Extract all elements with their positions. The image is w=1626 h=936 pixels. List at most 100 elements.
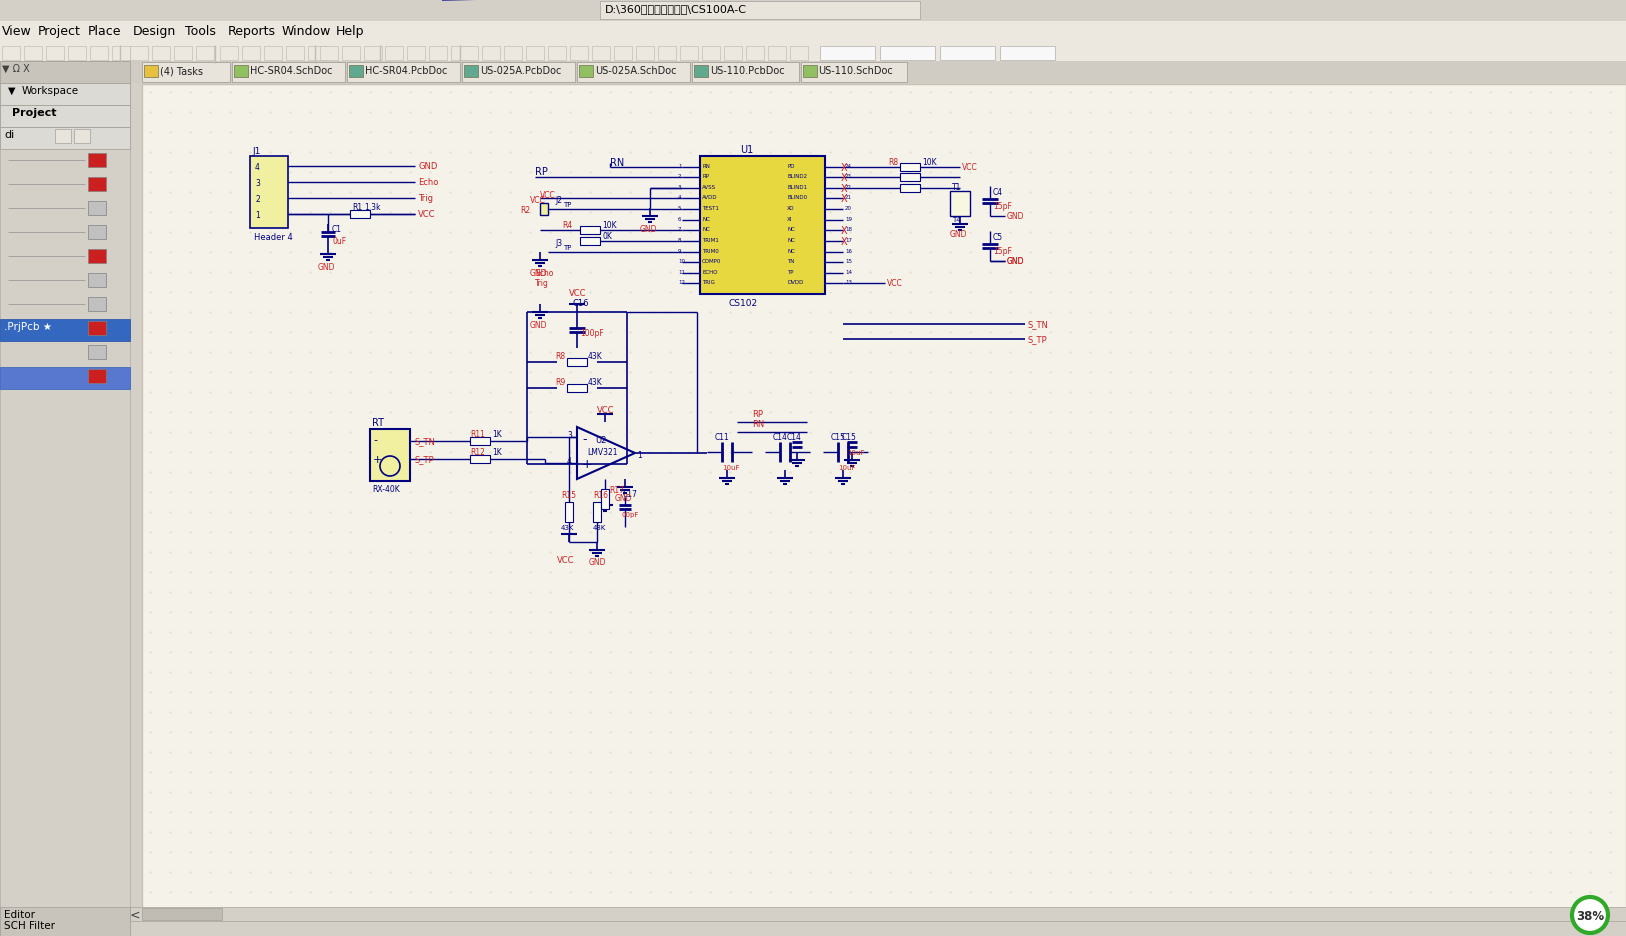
Text: X: X: [841, 163, 847, 172]
Text: TEST1: TEST1: [702, 206, 719, 211]
Bar: [600, 2, 920, 20]
Text: +: +: [372, 455, 382, 464]
Text: View: View: [2, 25, 33, 38]
Text: GND: GND: [589, 558, 606, 566]
Bar: [460, 47, 478, 61]
Bar: [0, 368, 130, 389]
Text: C5: C5: [993, 233, 1003, 241]
Bar: [767, 47, 785, 61]
Bar: [702, 47, 720, 61]
Text: X: X: [841, 227, 847, 236]
Text: GND: GND: [530, 321, 548, 329]
Text: Trig: Trig: [535, 279, 550, 288]
Text: HC-SR04.PcbDoc: HC-SR04.PcbDoc: [364, 66, 447, 76]
Bar: [263, 47, 281, 61]
Bar: [470, 437, 489, 446]
Text: .PrjPcb ★: .PrjPcb ★: [3, 322, 52, 331]
Text: R16: R16: [593, 490, 608, 500]
Bar: [88, 345, 106, 359]
Text: CS102: CS102: [728, 299, 758, 308]
Text: R1: R1: [351, 203, 363, 212]
Bar: [88, 154, 106, 168]
Text: Workspace: Workspace: [23, 86, 80, 95]
Text: VCC: VCC: [888, 279, 902, 288]
Bar: [901, 164, 920, 171]
Text: Reports: Reports: [228, 25, 276, 38]
Bar: [364, 47, 382, 61]
Bar: [75, 130, 89, 144]
Text: XO: XO: [787, 206, 795, 211]
Bar: [701, 157, 824, 295]
Bar: [636, 47, 654, 61]
Text: C16: C16: [572, 299, 589, 308]
Text: T4: T4: [951, 217, 961, 223]
Bar: [746, 47, 764, 61]
Text: US-110.SchDoc: US-110.SchDoc: [818, 66, 893, 76]
Text: BLIND2: BLIND2: [787, 174, 806, 179]
Text: R8: R8: [888, 157, 898, 167]
Text: R4: R4: [563, 221, 572, 230]
Text: TP: TP: [563, 202, 571, 208]
Bar: [593, 503, 602, 522]
Text: 8: 8: [678, 238, 681, 242]
Bar: [790, 47, 808, 61]
Text: RT: RT: [372, 417, 384, 428]
Text: VCC: VCC: [540, 191, 556, 200]
Text: 19: 19: [846, 216, 852, 222]
Text: 13: 13: [846, 280, 852, 285]
Bar: [242, 47, 260, 61]
Text: C14: C14: [772, 432, 789, 442]
Text: R12: R12: [470, 447, 485, 457]
Bar: [0, 22, 1626, 44]
Text: >: >: [1600, 908, 1610, 921]
Text: NC: NC: [787, 248, 795, 254]
Bar: [88, 322, 106, 336]
Text: 4: 4: [678, 196, 681, 200]
Text: 0uF: 0uF: [332, 237, 346, 246]
Text: DVDD: DVDD: [787, 280, 803, 285]
Bar: [130, 47, 148, 61]
Bar: [0, 320, 130, 342]
Bar: [481, 47, 501, 61]
Text: 10K: 10K: [922, 157, 937, 167]
Bar: [694, 66, 707, 78]
Bar: [1000, 47, 1055, 61]
Text: 23: 23: [846, 174, 852, 179]
Text: GND: GND: [1006, 212, 1024, 221]
Text: R11: R11: [470, 430, 485, 439]
Text: Echo: Echo: [418, 178, 439, 187]
Bar: [2, 47, 20, 61]
Bar: [592, 47, 610, 61]
Text: 1: 1: [255, 211, 260, 220]
Bar: [174, 47, 192, 61]
Text: J3: J3: [554, 239, 563, 247]
Text: Help: Help: [337, 25, 364, 38]
Bar: [385, 47, 403, 61]
Bar: [930, 2, 1580, 20]
Text: GND: GND: [641, 225, 657, 234]
Bar: [580, 238, 600, 245]
Bar: [0, 44, 1626, 66]
Text: AVSS: AVSS: [702, 184, 715, 190]
Text: 9: 9: [678, 248, 681, 254]
Bar: [470, 456, 489, 463]
Text: C11: C11: [715, 432, 730, 442]
Bar: [0, 907, 130, 936]
Text: 10uF: 10uF: [847, 449, 865, 456]
Bar: [602, 490, 610, 509]
Text: 22: 22: [846, 184, 852, 190]
Text: GND: GND: [615, 493, 633, 503]
Text: 24: 24: [846, 164, 852, 168]
Text: 21: 21: [846, 196, 852, 200]
Bar: [141, 63, 229, 83]
Text: RP: RP: [751, 410, 763, 418]
Bar: [197, 47, 215, 61]
Text: 43K: 43K: [589, 352, 603, 360]
Text: SCH Filter: SCH Filter: [3, 920, 55, 930]
Text: 17: 17: [846, 238, 852, 242]
Text: Editor: Editor: [3, 909, 36, 919]
Text: NC: NC: [702, 227, 711, 232]
Text: S_TN: S_TN: [415, 436, 434, 446]
Bar: [88, 202, 106, 216]
Text: 43K: 43K: [561, 524, 574, 531]
